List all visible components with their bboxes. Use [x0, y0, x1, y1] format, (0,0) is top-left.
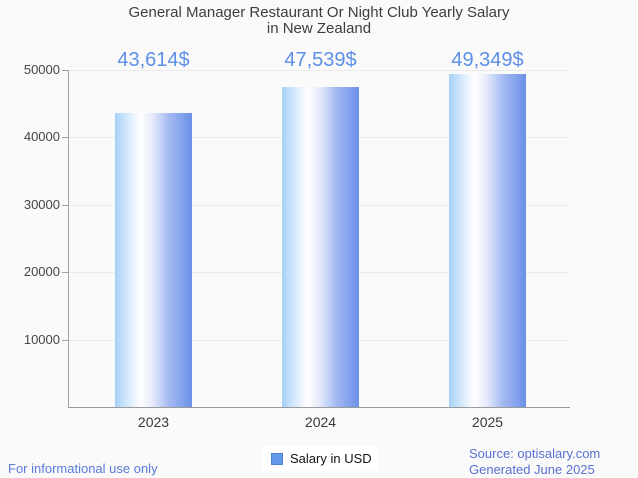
value-label-2025: 49,349$	[451, 49, 524, 71]
legend: Salary in USD	[262, 446, 378, 471]
chart-title-line1: General Manager Restaurant Or Night Club…	[128, 4, 510, 21]
y-tick-50000	[62, 70, 68, 71]
legend-marker-icon	[271, 452, 283, 465]
generated-text: Generated June 2025	[469, 462, 595, 477]
chart-title: General Manager Restaurant Or Night Club…	[0, 5, 638, 37]
y-tick-label-30000: 30000	[23, 196, 60, 212]
gridline-50000	[68, 70, 569, 71]
y-tick-label-50000: 50000	[23, 62, 60, 77]
y-axis-line	[68, 70, 69, 407]
y-tick-20000	[62, 272, 68, 274]
y-tick-10000	[62, 339, 68, 341]
y-tick-40000	[62, 137, 68, 139]
disclaimer-text: For informational use only	[8, 461, 158, 476]
y-tick-label-40000: 40000	[23, 129, 60, 145]
bar-2023[interactable]	[115, 113, 192, 407]
x-axis-label-2023: 2023	[137, 414, 170, 430]
y-tick-label-20000: 20000	[23, 264, 60, 280]
y-tick-label-10000: 10000	[23, 331, 60, 347]
bar-2024[interactable]	[282, 86, 359, 407]
chart-title-line2: in New Zealand	[266, 20, 372, 37]
legend-label: Salary in USD	[290, 451, 372, 466]
source-text[interactable]: Source: optisalary.com	[469, 446, 601, 461]
x-axis-label-2024: 2024	[304, 414, 337, 430]
source-block: Source: optisalary.com Generated June 20…	[469, 446, 600, 478]
x-axis-line	[68, 407, 570, 408]
y-tick-30000	[62, 204, 68, 206]
value-label-2023: 43,614$	[117, 49, 190, 71]
x-axis-label-2025: 2025	[471, 414, 504, 430]
bar-2025[interactable]	[449, 74, 526, 407]
value-label-2024: 47,539$	[284, 49, 357, 71]
